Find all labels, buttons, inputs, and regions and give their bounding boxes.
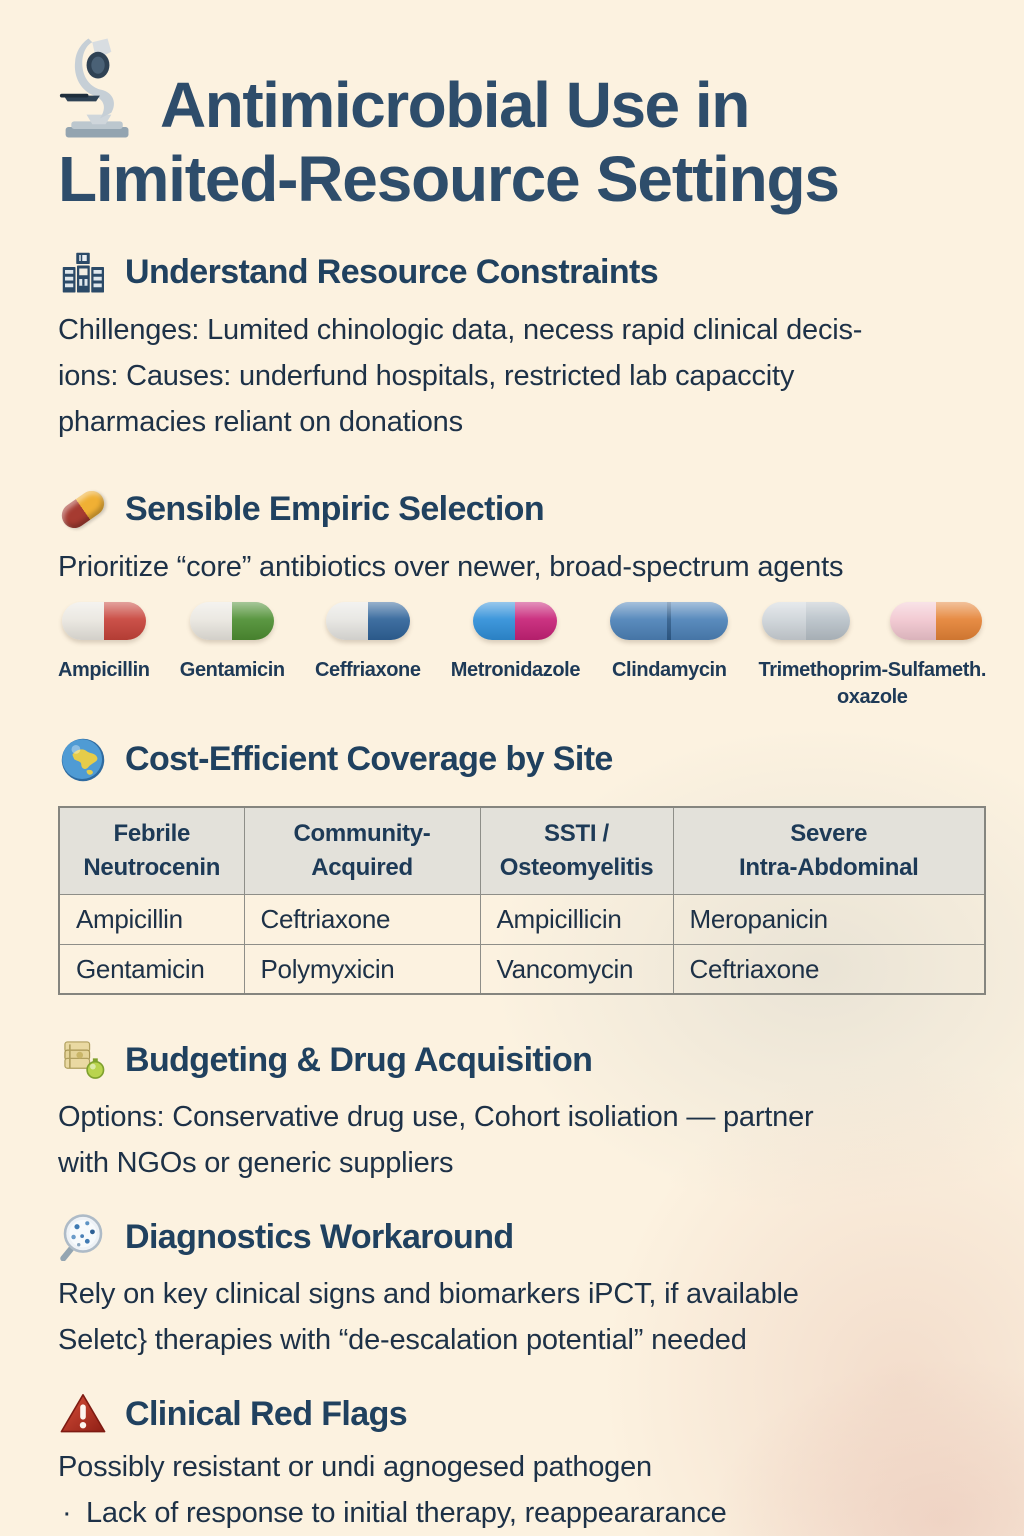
capsule-ampicillin bbox=[61, 601, 146, 640]
section-head-coverage: Cost-Efficient Coverage by Site bbox=[58, 735, 986, 785]
red-flags-intro: Possibly resistant or undi agnogesed pat… bbox=[58, 1451, 652, 1484]
bullet-marker: · bbox=[62, 1497, 72, 1530]
capsule-pair bbox=[762, 601, 983, 640]
section-heading: Clinical Red Flags bbox=[125, 1394, 408, 1433]
capsule-label: Metronidazole bbox=[450, 658, 581, 681]
capsule-group: Metronidazole bbox=[450, 601, 581, 684]
table-header-row: Febrile Neutrocenin Community- Acquired SS… bbox=[58, 806, 986, 895]
diagnostics-paragraph: Rely on key clinical signs and biomarker… bbox=[58, 1271, 986, 1363]
bullet-text: Lack of response to initial therapy, rea… bbox=[86, 1497, 727, 1530]
section-heading: Understand Resource Constraints bbox=[125, 253, 659, 292]
money-icon bbox=[58, 1035, 108, 1085]
table-cell: Ampicillin bbox=[58, 893, 245, 945]
antibiotic-capsule-row: Ampicillin Gentamicin Ceffriaxone Metron… bbox=[58, 601, 987, 711]
column-header: Febrile Neutrocenin bbox=[58, 806, 245, 895]
section-heading: Cost-Efficient Coverage by Site bbox=[125, 740, 613, 779]
text-line: Chillenges: Lumited chinologic data, nec… bbox=[58, 313, 863, 346]
text-line: Seletc} therapies with “de-escalation po… bbox=[58, 1324, 747, 1357]
capsule-label: Ceffriaxone bbox=[314, 658, 421, 681]
text-line: Options: Conservative drug use, Cohort i… bbox=[58, 1101, 814, 1134]
text-line: pharmacies reliant on donations bbox=[58, 405, 463, 438]
capsule-ceffriaxone bbox=[325, 601, 410, 640]
capsule-group: Ceffriaxone bbox=[314, 601, 421, 684]
section-head-red-flags: Clinical Red Flags bbox=[58, 1389, 986, 1439]
warning-triangle-icon bbox=[58, 1389, 108, 1439]
capsule-trimethoprim bbox=[762, 601, 851, 640]
capsule-gentamicin bbox=[190, 601, 275, 640]
text-line: with NGOs or generic suppliers bbox=[58, 1147, 454, 1180]
capsule-clindamycin bbox=[610, 601, 729, 640]
section-head-constraints: Understand Resource Constraints bbox=[58, 248, 986, 298]
section-heading: Sensible Empiric Selection bbox=[125, 490, 545, 529]
table-cell: Gentamicin bbox=[58, 943, 245, 995]
capsule-label: Ampicillin bbox=[58, 658, 150, 681]
section-head-empiric: Sensible Empiric Selection bbox=[56, 485, 986, 535]
capsule-metronidazole bbox=[473, 601, 558, 640]
text-line: Rely on key clinical signs and biomarker… bbox=[58, 1278, 799, 1311]
capsule-label: Gentamicin bbox=[179, 658, 285, 681]
table-cell: Meropanicin bbox=[672, 893, 986, 945]
empiric-paragraph: Prioritize “core” antibiotics over newer… bbox=[58, 544, 986, 590]
red-flag-bullet: · Lack of response to initial therapy, r… bbox=[58, 1490, 986, 1536]
capsule-group: Gentamicin bbox=[179, 601, 285, 684]
section-heading: Diagnostics Workaround bbox=[125, 1217, 514, 1256]
table-row: Gentamicin Polymyxicin Vancomycin Ceftri… bbox=[58, 943, 986, 995]
capsule-group: Trimethoprim-Sulfameth. oxazole bbox=[758, 601, 987, 711]
coverage-table: Febrile Neutrocenin Community- Acquired SS… bbox=[58, 805, 986, 996]
table-cell: Polymyxicin bbox=[243, 943, 481, 995]
capsule-label-line2: oxazole bbox=[836, 685, 908, 708]
section-head-diagnostics: Diagnostics Workaround bbox=[58, 1212, 986, 1262]
budget-paragraph: Options: Conservative drug use, Cohort i… bbox=[58, 1094, 986, 1186]
column-header: SSTI / Osteomyelitis bbox=[479, 806, 674, 895]
hospital-buildings-icon bbox=[58, 248, 108, 298]
table-cell: Ceftriaxone bbox=[243, 893, 481, 945]
globe-icon bbox=[58, 735, 108, 785]
section-head-budget: Budgeting & Drug Acquisition bbox=[58, 1035, 986, 1085]
page-title-line2: Limited-Resource Settings bbox=[58, 143, 840, 215]
column-header: Community- Acquired bbox=[243, 806, 481, 895]
section-heading: Budgeting & Drug Acquisition bbox=[125, 1040, 593, 1079]
capsule-label: Clindamycin bbox=[612, 658, 727, 681]
capsule-group: Clindamycin bbox=[610, 601, 729, 684]
capsule-label: Trimethoprim-Sulfameth. bbox=[758, 658, 987, 681]
text-line: ions: Causes: underfund hospitals, restr… bbox=[58, 359, 795, 392]
text-line: Prioritize “core” antibiotics over newer… bbox=[58, 550, 844, 583]
pill-icon bbox=[56, 485, 110, 535]
table-cell: Ampicillicin bbox=[479, 893, 674, 945]
title-row: Antimicrobial Use in bbox=[58, 34, 986, 140]
microscope-icon bbox=[59, 38, 129, 138]
column-header: Severe Intra-Abdominal bbox=[672, 806, 986, 895]
capsule-group: Ampicillin bbox=[58, 601, 150, 684]
page-title-line1: Antimicrobial Use in bbox=[160, 69, 750, 142]
table-cell: Ceftriaxone bbox=[672, 943, 986, 995]
constraints-paragraph: Chillenges: Lumited chinologic data, nec… bbox=[58, 307, 986, 445]
magnifier-petri-dish-icon bbox=[58, 1212, 108, 1262]
capsule-sulfamethoxazole bbox=[890, 601, 983, 640]
table-row: Ampicillin Ceftriaxone Ampicillicin Mero… bbox=[58, 893, 986, 945]
table-cell: Vancomycin bbox=[479, 943, 674, 995]
